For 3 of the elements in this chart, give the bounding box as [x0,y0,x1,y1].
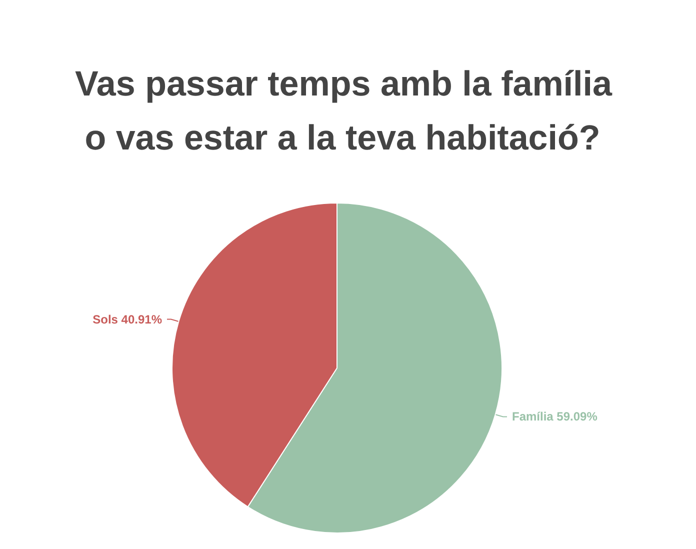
slice-label: Sols 40.91% [92,312,162,326]
chart-title: Vas passar temps amb la família o vas estar a la teva habitació? [75,64,612,158]
slice-label: Família 59.09% [512,410,598,424]
